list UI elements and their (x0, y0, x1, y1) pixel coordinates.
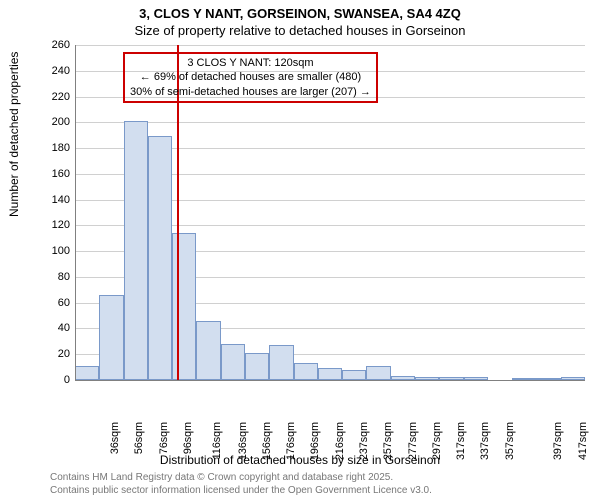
y-tick: 0 (40, 374, 70, 386)
histogram-bar (148, 136, 172, 380)
y-tick: 180 (40, 142, 70, 154)
histogram-bar (99, 295, 123, 380)
x-tick: 76sqm (158, 422, 170, 454)
y-tick: 200 (40, 116, 70, 128)
histogram-bar (172, 233, 196, 380)
attribution-text: Contains HM Land Registry data © Crown c… (50, 471, 432, 497)
x-tick: 96sqm (182, 422, 194, 454)
y-tick: 20 (40, 348, 70, 360)
chart-area: 3 CLOS Y NANT: 120sqm← 69% of detached h… (60, 45, 590, 415)
y-tick: 240 (40, 65, 70, 77)
y-tick: 120 (40, 219, 70, 231)
histogram-bar (75, 366, 99, 380)
x-axis-label: Distribution of detached houses by size … (0, 453, 600, 467)
histogram-bar (342, 370, 366, 380)
y-tick: 140 (40, 194, 70, 206)
attribution-line2: Contains public sector information licen… (50, 484, 432, 497)
x-tick: 36sqm (109, 422, 121, 454)
histogram-bar (366, 366, 390, 380)
histogram-bar (245, 353, 269, 380)
histogram-bar (294, 363, 318, 380)
gridline (75, 122, 585, 123)
y-tick: 60 (40, 297, 70, 309)
y-tick: 160 (40, 168, 70, 180)
histogram-bar (269, 345, 293, 380)
histogram-bar (318, 368, 342, 380)
annotation-line: 30% of semi-detached houses are larger (… (130, 85, 371, 99)
gridline (75, 45, 585, 46)
x-axis-line (75, 380, 585, 381)
y-axis-line (75, 45, 76, 381)
chart-title-address: 3, CLOS Y NANT, GORSEINON, SWANSEA, SA4 … (0, 6, 600, 21)
y-tick: 100 (40, 245, 70, 257)
annotation-line: ← 69% of detached houses are smaller (48… (130, 70, 371, 84)
histogram-bar (196, 321, 220, 380)
y-tick: 260 (40, 39, 70, 51)
x-tick: 56sqm (134, 422, 146, 454)
attribution-line1: Contains HM Land Registry data © Crown c… (50, 471, 432, 484)
plot-area: 3 CLOS Y NANT: 120sqm← 69% of detached h… (75, 45, 585, 380)
histogram-bar (221, 344, 245, 380)
y-tick: 220 (40, 91, 70, 103)
histogram-bar (124, 121, 148, 380)
annotation-line: 3 CLOS Y NANT: 120sqm (130, 56, 371, 70)
chart-title-desc: Size of property relative to detached ho… (0, 23, 600, 38)
y-tick: 80 (40, 271, 70, 283)
y-tick: 40 (40, 322, 70, 334)
y-axis-label: Number of detached properties (7, 52, 21, 217)
annotation-callout: 3 CLOS Y NANT: 120sqm← 69% of detached h… (123, 52, 378, 103)
